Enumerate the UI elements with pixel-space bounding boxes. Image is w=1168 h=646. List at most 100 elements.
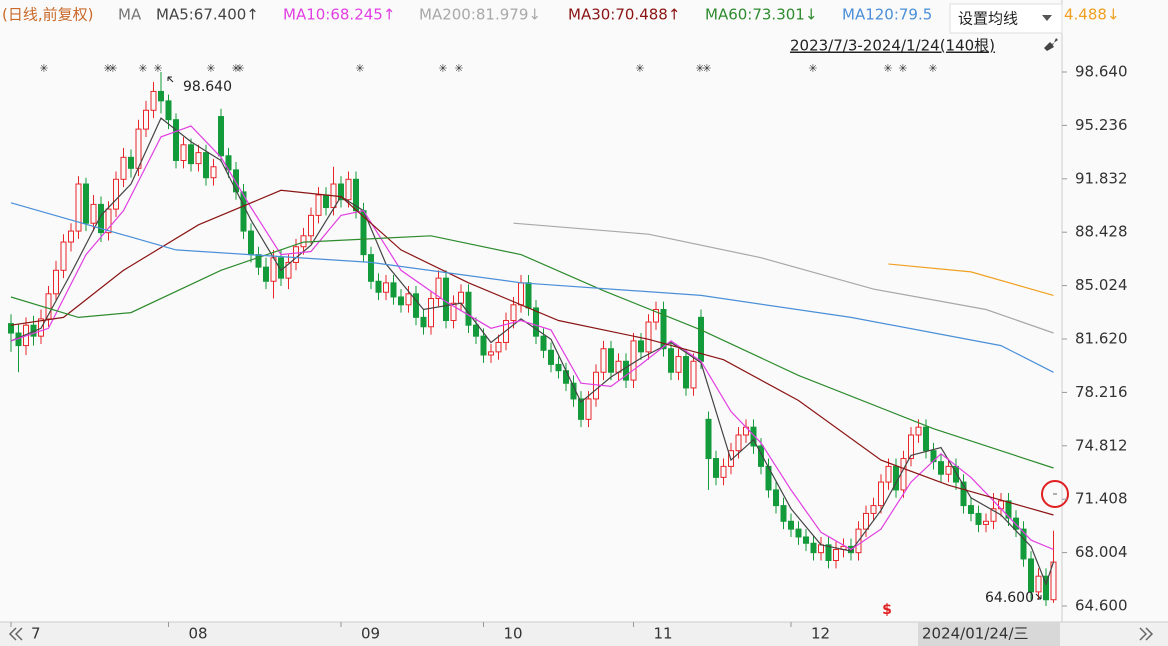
candle-body (720, 465, 727, 478)
candle-body (68, 230, 74, 243)
x-tick-label: 11 (654, 625, 673, 643)
event-marker: ✳ (635, 62, 644, 75)
candle-body (525, 282, 532, 309)
candle-body (420, 316, 427, 328)
candle-body (195, 152, 202, 165)
event-marker: ✳ (438, 62, 447, 75)
candle-body (870, 505, 877, 514)
candle-body (713, 458, 719, 478)
event-marker: ✳ (138, 62, 147, 75)
candle-body (825, 544, 832, 562)
settings-label[interactable]: 设置均线 (958, 10, 1018, 28)
x-tick-label: 08 (189, 625, 208, 643)
pin-icon[interactable] (1044, 38, 1058, 51)
candle-body (975, 512, 982, 525)
candle-body (810, 542, 817, 554)
candle-body (698, 316, 704, 362)
candle-body (818, 544, 824, 554)
event-marker: ✳ (898, 62, 907, 75)
y-tick-label: 78.216 (1075, 383, 1128, 401)
candle-body (510, 304, 517, 321)
candle-body (705, 418, 712, 460)
ma-line (888, 263, 1054, 296)
ma-line (513, 222, 1054, 334)
candle-body (690, 360, 697, 389)
event-marker: ✳ (206, 62, 215, 75)
candle-body (465, 291, 472, 326)
candle-body (953, 465, 959, 483)
ma-line (10, 189, 1054, 516)
candle-body (623, 360, 629, 381)
candle-body (218, 116, 224, 157)
event-marker: ✳ (928, 62, 937, 75)
candle-body (788, 520, 794, 530)
y-tick-label: 64.600 (1075, 596, 1128, 614)
candle-body (105, 208, 112, 234)
alert-circle[interactable] (1041, 480, 1069, 508)
candle-body (443, 277, 449, 321)
candle-body (1043, 575, 1049, 601)
chart-mode: (日线,前复权) (2, 6, 93, 24)
cursor-date-box (918, 622, 1060, 646)
candle-body (780, 505, 787, 522)
candle-body (488, 351, 494, 356)
candle-body (473, 324, 479, 337)
event-marker: ✳ (235, 62, 244, 75)
settings-button[interactable] (949, 3, 1063, 34)
date-range: 2023/7/3-2024/1/24(140根) (790, 37, 995, 55)
candle-body (503, 319, 509, 343)
ma-label: MA (118, 6, 142, 24)
annotation-high: 98.640 (183, 79, 232, 95)
candle-body (180, 144, 187, 161)
candle-body (758, 445, 764, 467)
legend-entry: MA120:79.5 (842, 6, 932, 24)
candle-body (323, 194, 329, 209)
candle-body (645, 321, 652, 353)
candle-body (143, 109, 149, 130)
annotation-low: 64.600 (985, 590, 1034, 606)
candle-body (188, 144, 194, 165)
candle-body (150, 90, 157, 111)
candle-body (600, 348, 607, 373)
candle-body (923, 426, 929, 452)
candle-body (308, 214, 314, 237)
candle-body (1050, 561, 1057, 601)
y-tick-label: 81.620 (1075, 330, 1128, 348)
candle-body (345, 178, 352, 201)
dropdown-arrow[interactable] (1042, 15, 1052, 21)
candle-body (158, 90, 164, 102)
event-icon: $ (882, 602, 892, 618)
candle-body (428, 298, 434, 328)
candle-body (908, 434, 914, 460)
candle-body (83, 183, 89, 224)
candle-body (653, 309, 659, 323)
candle-body (735, 434, 742, 452)
candle-body (540, 335, 547, 351)
scroll-left[interactable] (8, 627, 23, 641)
candle-body (375, 280, 382, 293)
event-marker: ✳ (454, 62, 463, 75)
x-tick-label: 10 (504, 625, 523, 643)
candle-body (128, 156, 134, 169)
candle-body (750, 426, 757, 447)
y-tick-label: 74.812 (1075, 436, 1128, 454)
candle-body (338, 183, 344, 201)
candle-body (638, 340, 644, 353)
candle-body (383, 282, 389, 293)
candle-body (435, 277, 442, 300)
candle-body (548, 349, 554, 365)
event-marker: ✳ (153, 62, 162, 75)
candle-body (45, 293, 52, 320)
candle-body (368, 254, 374, 282)
candle-body (495, 341, 502, 353)
candle-body (960, 481, 967, 507)
candle-body (285, 261, 292, 279)
scroll-right[interactable] (1139, 627, 1154, 641)
y-tick-label: 88.428 (1075, 223, 1128, 241)
ma-line (10, 202, 1054, 373)
y-tick-label: 68.004 (1075, 543, 1128, 561)
y-tick-label: 98.640 (1075, 63, 1128, 81)
candle-body (293, 246, 299, 263)
